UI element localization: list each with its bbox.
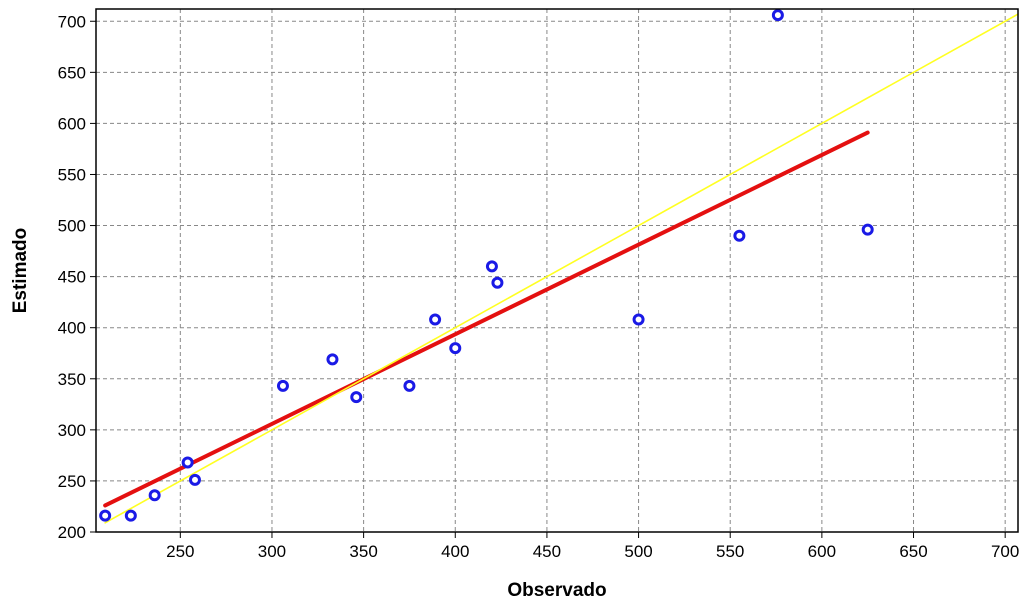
- y-tick-label: 550: [58, 165, 86, 184]
- data-point: [403, 379, 416, 392]
- data-point: [188, 473, 201, 486]
- data-point: [485, 260, 498, 273]
- data-point: [350, 391, 363, 404]
- fit-lines: [103, 13, 1019, 524]
- data-point: [99, 509, 112, 522]
- x-tick-label: 700: [991, 542, 1019, 561]
- y-tick-label: 500: [58, 217, 86, 236]
- x-tick-label: 450: [533, 542, 561, 561]
- y-tick-label: 600: [58, 114, 86, 133]
- x-tick-label: 600: [808, 542, 836, 561]
- identity-line: [104, 13, 1019, 524]
- y-tick-label: 250: [58, 472, 86, 491]
- data-point: [429, 313, 442, 326]
- data-point: [861, 223, 874, 236]
- x-tick-label: 650: [899, 542, 927, 561]
- x-tick-label: 300: [258, 542, 286, 561]
- data-point: [148, 489, 161, 502]
- y-axis-title: Estimado: [10, 228, 31, 314]
- data-points: [99, 9, 874, 522]
- data-point: [632, 313, 645, 326]
- data-point: [449, 342, 462, 355]
- x-tick-label: 400: [441, 542, 469, 561]
- plot-area-frame: [95, 8, 1019, 533]
- y-tick-label: 700: [58, 12, 86, 31]
- x-tick-label: 550: [716, 542, 744, 561]
- data-point: [181, 456, 194, 469]
- y-tick-label: 200: [58, 523, 86, 542]
- y-axis-ticks: 200 250 300 350 400 450 500 550 600 650 700: [58, 12, 96, 542]
- x-tick-label: 500: [624, 542, 652, 561]
- y-tick-label: 650: [58, 63, 86, 82]
- data-point: [733, 229, 746, 242]
- data-point: [124, 509, 137, 522]
- y-tick-label: 400: [58, 319, 86, 338]
- y-tick-label: 350: [58, 370, 86, 389]
- x-tick-label: 250: [166, 542, 194, 561]
- grid-lines: [96, 9, 1018, 532]
- y-tick-label: 300: [58, 421, 86, 440]
- x-axis-title: Observado: [507, 580, 606, 601]
- y-tick-label: 450: [58, 268, 86, 287]
- regression-line: [103, 130, 870, 508]
- data-point: [771, 9, 784, 22]
- x-axis-ticks: 250 300 350 400 450 500 550 600 650 700: [166, 532, 1019, 561]
- data-point: [276, 379, 289, 392]
- data-point: [326, 353, 339, 366]
- x-tick-label: 350: [349, 542, 377, 561]
- data-point: [491, 276, 504, 289]
